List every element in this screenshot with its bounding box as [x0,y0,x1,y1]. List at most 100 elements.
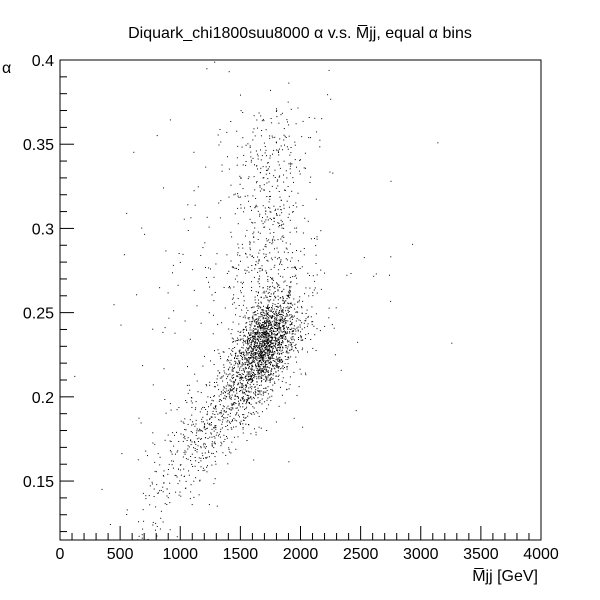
data-point [258,378,260,380]
data-point [289,342,291,344]
data-point [254,352,256,354]
data-point [268,292,270,293]
data-point [289,168,291,170]
data-point [270,327,272,329]
data-point [274,291,276,292]
data-point [293,181,294,183]
data-point [264,387,266,389]
data-point [249,357,251,358]
data-point [340,369,342,371]
data-point [227,359,229,360]
data-point [276,247,278,249]
data-point [266,369,268,371]
data-point [252,157,254,159]
data-point [265,370,267,372]
data-point [282,368,284,370]
data-point [211,464,213,466]
data-point [277,251,279,253]
data-point [296,283,298,285]
data-point [253,369,255,371]
data-point [274,334,276,336]
data-point [233,286,235,288]
data-point [324,325,326,327]
data-point [266,331,267,333]
data-point [271,328,273,329]
data-point [252,352,254,354]
data-point [254,164,255,166]
data-point [216,505,218,507]
data-point [200,255,202,256]
data-point [274,326,276,328]
data-point [168,492,170,494]
data-point [295,320,297,322]
data-point [240,110,242,112]
data-point [245,252,247,254]
data-point [221,400,222,402]
data-point [245,328,247,330]
data-point [298,337,299,338]
data-point [291,344,293,346]
data-point [315,254,317,256]
data-point [307,220,309,222]
data-point [266,347,268,348]
data-point [257,365,259,367]
data-point [257,357,259,359]
data-point [208,504,210,506]
data-point [163,482,165,484]
data-point [256,384,258,386]
data-point [254,319,256,321]
data-point [269,295,270,297]
data-point [141,537,143,539]
data-point [246,384,248,386]
data-point [260,351,262,353]
data-point [254,428,255,430]
data-point [237,436,239,438]
data-point [286,326,287,328]
data-point [183,422,185,424]
data-point [256,381,258,383]
data-point [249,242,251,244]
data-point [288,135,290,137]
data-point [208,267,210,269]
data-point [265,310,267,312]
data-point [256,323,258,325]
data-point [257,320,259,322]
data-point [282,297,284,299]
data-point [214,292,216,293]
data-point [251,413,253,415]
data-point [289,302,291,304]
data-point [272,357,274,359]
data-point [271,335,273,337]
data-point [214,395,215,397]
data-point [217,370,219,372]
data-point [279,318,281,320]
data-point [199,411,201,413]
data-point [244,315,246,317]
data-point [268,206,269,208]
data-point [252,312,254,314]
data-point [238,339,240,341]
data-point [282,325,284,327]
data-point [271,219,272,221]
data-point [249,323,251,325]
data-point [259,400,261,402]
data-point [268,196,270,198]
data-point [268,345,270,347]
data-point [211,443,213,445]
data-point [289,219,291,221]
data-point [297,311,299,313]
data-point [258,252,260,254]
data-point [237,382,239,384]
data-point [277,357,279,359]
data-point [250,161,252,163]
x-tick-label: 2000 [283,546,319,563]
data-point [257,369,259,371]
data-point [237,254,239,256]
data-point [306,309,308,311]
data-point [263,326,265,327]
data-point [220,358,222,360]
data-point [273,217,275,219]
data-point [262,325,264,327]
data-point [295,267,297,269]
data-point [295,356,297,358]
